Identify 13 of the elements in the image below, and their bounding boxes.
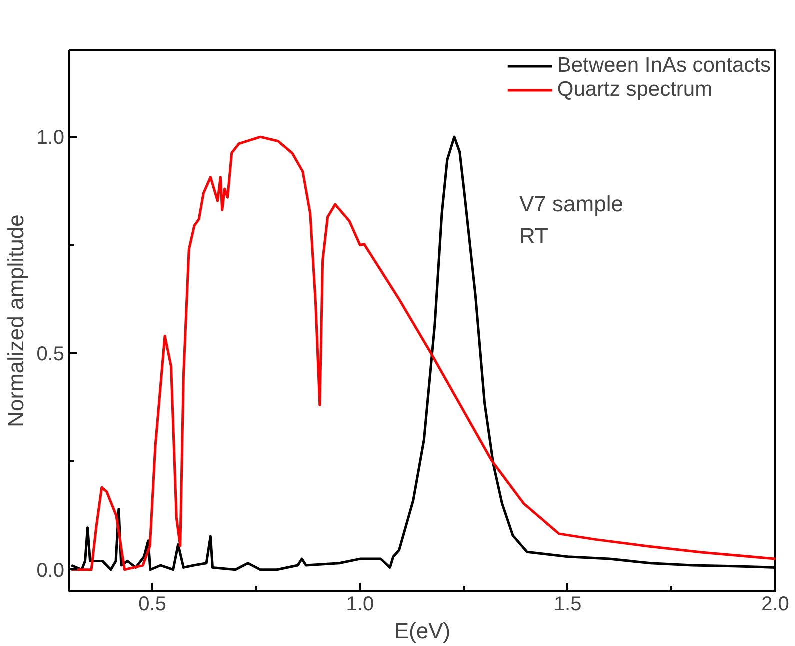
x-axis-title: E(eV) bbox=[394, 618, 451, 644]
y-tick-label: 1.0 bbox=[36, 127, 65, 150]
legend-label: Quartz spectrum bbox=[557, 78, 713, 102]
y-tick-label: 0.0 bbox=[36, 560, 65, 582]
annotation: RT bbox=[520, 224, 548, 248]
x-tick-label: 0.5 bbox=[138, 594, 166, 616]
y-tick-label: 0.5 bbox=[36, 343, 65, 366]
x-tick-label: 2.0 bbox=[762, 594, 790, 616]
x-tick-label: 1.0 bbox=[346, 594, 374, 616]
legend-label: Between InAs contacts bbox=[557, 54, 771, 78]
annotation: V7 sample bbox=[520, 192, 624, 216]
x-tick-label: 1.5 bbox=[554, 594, 582, 616]
y-axis-title: Normalized amplitude bbox=[4, 214, 29, 428]
